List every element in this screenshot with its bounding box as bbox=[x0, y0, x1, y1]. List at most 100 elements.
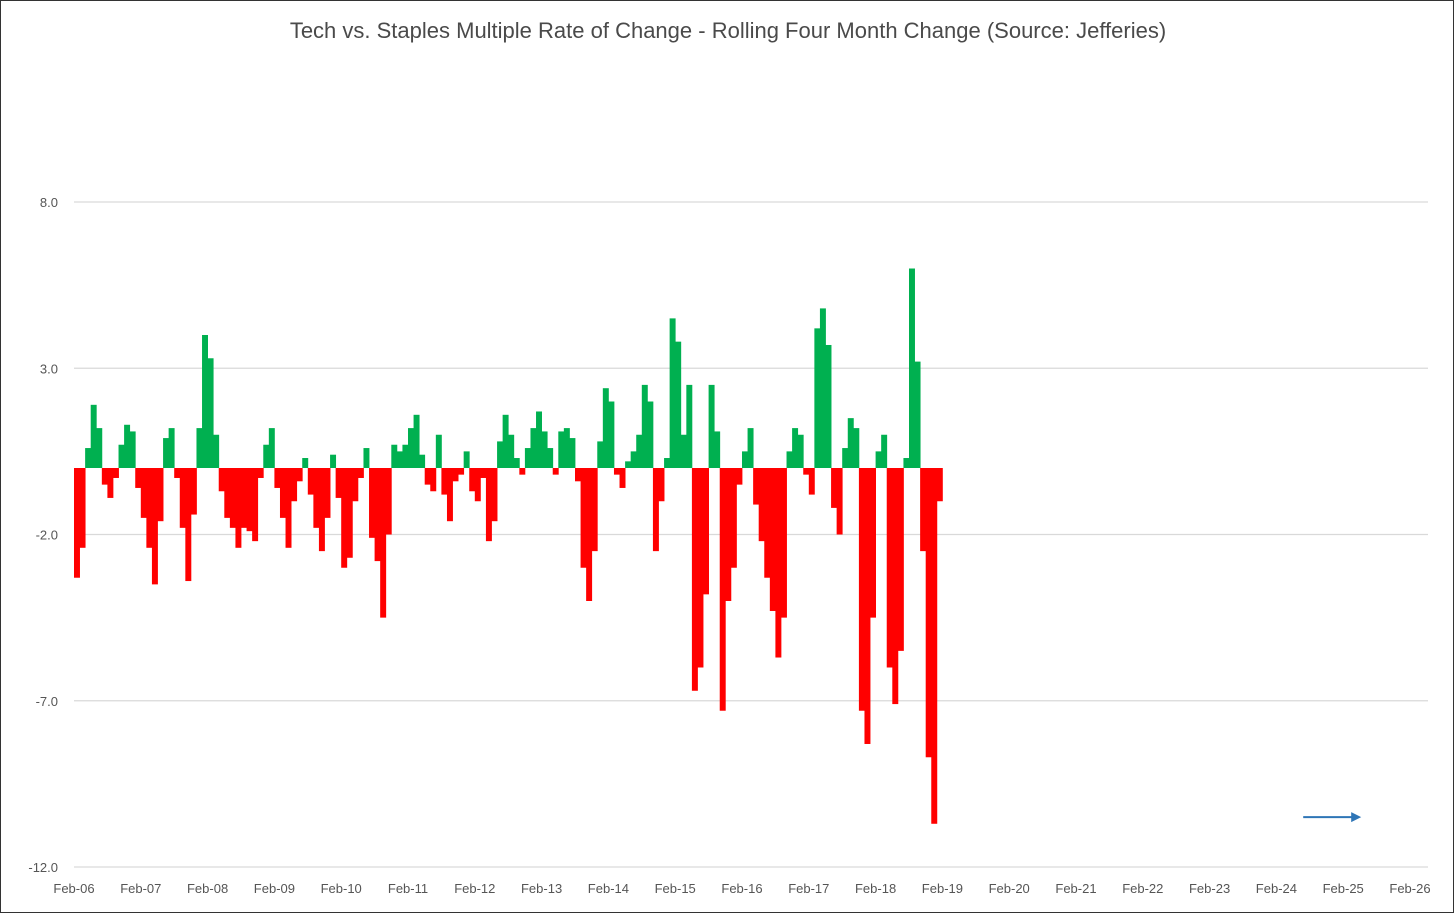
y-tick-label: 8.0 bbox=[40, 195, 58, 210]
bar bbox=[591, 468, 598, 552]
bar bbox=[85, 448, 92, 468]
bar bbox=[229, 468, 236, 528]
bar bbox=[580, 468, 587, 568]
bar bbox=[903, 458, 910, 468]
bar bbox=[202, 335, 208, 468]
bar bbox=[129, 431, 136, 468]
bar bbox=[235, 468, 242, 548]
bar bbox=[897, 468, 904, 651]
bar bbox=[853, 428, 860, 468]
bar bbox=[463, 451, 470, 469]
bar bbox=[597, 441, 604, 468]
bar bbox=[257, 468, 264, 478]
bar bbox=[497, 441, 504, 468]
bar bbox=[936, 468, 943, 502]
bar bbox=[318, 468, 325, 552]
bar bbox=[825, 344, 832, 468]
bar bbox=[252, 468, 259, 542]
bar bbox=[241, 468, 247, 528]
bar bbox=[625, 461, 632, 468]
bar bbox=[402, 444, 409, 468]
bar bbox=[168, 428, 175, 468]
x-tick-label: Feb-19 bbox=[922, 881, 963, 896]
bar bbox=[413, 414, 420, 468]
bar bbox=[931, 468, 938, 824]
y-tick-label: -2.0 bbox=[36, 528, 58, 543]
bar bbox=[441, 468, 448, 495]
bar bbox=[279, 468, 286, 518]
bar bbox=[380, 468, 387, 618]
bar bbox=[224, 468, 231, 518]
bar bbox=[758, 468, 765, 542]
bar bbox=[613, 468, 620, 475]
bar bbox=[419, 454, 426, 468]
bar bbox=[536, 411, 542, 468]
bar bbox=[819, 308, 826, 468]
bar bbox=[586, 468, 593, 601]
bar bbox=[808, 468, 815, 495]
bar bbox=[185, 468, 192, 582]
bar bbox=[302, 458, 309, 468]
bar bbox=[268, 428, 275, 468]
bar bbox=[686, 384, 693, 469]
bar bbox=[753, 468, 760, 505]
bar bbox=[619, 468, 626, 488]
bar bbox=[747, 428, 754, 468]
bar bbox=[797, 434, 804, 468]
bar bbox=[357, 468, 364, 478]
bar bbox=[725, 468, 732, 601]
bar bbox=[246, 468, 253, 532]
bar bbox=[101, 468, 108, 485]
bar bbox=[408, 428, 414, 468]
bar bbox=[174, 468, 181, 478]
bar bbox=[112, 468, 119, 478]
bar bbox=[124, 424, 131, 468]
x-tick-label: Feb-12 bbox=[454, 881, 495, 896]
bar bbox=[524, 448, 531, 468]
bar bbox=[324, 468, 331, 518]
bar bbox=[385, 468, 392, 535]
bar bbox=[296, 468, 303, 482]
x-tick-label: Feb-21 bbox=[1055, 881, 1096, 896]
bar bbox=[218, 468, 225, 492]
bar bbox=[519, 468, 526, 475]
x-tick-label: Feb-13 bbox=[521, 881, 562, 896]
bar-series bbox=[74, 268, 943, 824]
bar bbox=[558, 431, 565, 468]
x-tick-label: Feb-22 bbox=[1122, 881, 1163, 896]
bar bbox=[513, 458, 520, 468]
bar bbox=[274, 468, 281, 488]
bar bbox=[842, 448, 849, 468]
bar bbox=[847, 418, 854, 469]
bar bbox=[602, 388, 609, 468]
bar bbox=[207, 358, 214, 468]
bar bbox=[575, 468, 581, 482]
x-tick-label: Feb-09 bbox=[254, 881, 295, 896]
bar bbox=[151, 468, 158, 585]
bar bbox=[118, 444, 125, 468]
bar bbox=[541, 431, 548, 468]
bar bbox=[780, 468, 787, 618]
bar bbox=[914, 361, 921, 468]
bar bbox=[107, 468, 114, 498]
bar bbox=[96, 428, 103, 468]
bar bbox=[775, 468, 782, 658]
bar bbox=[736, 468, 743, 485]
x-tick-label: Feb-17 bbox=[788, 881, 829, 896]
bar bbox=[669, 318, 676, 469]
bar bbox=[363, 448, 370, 468]
bar bbox=[452, 468, 459, 482]
x-tick-label: Feb-10 bbox=[321, 881, 362, 896]
bar bbox=[157, 468, 164, 522]
bar bbox=[213, 434, 220, 468]
bar bbox=[330, 454, 337, 468]
bar bbox=[469, 468, 476, 492]
bar bbox=[307, 468, 314, 495]
bar bbox=[925, 468, 932, 758]
bar bbox=[79, 468, 86, 548]
bar bbox=[703, 468, 709, 595]
bar bbox=[836, 468, 843, 535]
gridlines bbox=[74, 201, 1428, 868]
